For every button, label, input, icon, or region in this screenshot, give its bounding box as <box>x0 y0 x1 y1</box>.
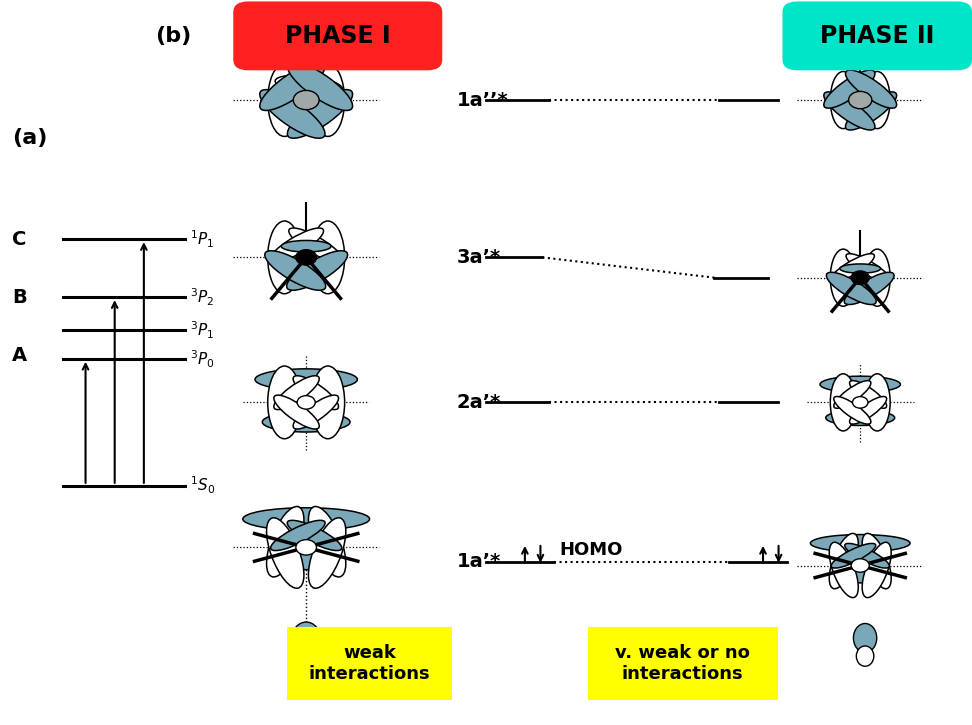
Circle shape <box>295 249 317 265</box>
Ellipse shape <box>824 92 875 130</box>
Ellipse shape <box>830 72 856 128</box>
Ellipse shape <box>829 542 858 597</box>
Ellipse shape <box>864 249 890 306</box>
Ellipse shape <box>826 273 876 304</box>
Ellipse shape <box>243 507 369 530</box>
Text: A: A <box>12 346 27 365</box>
Ellipse shape <box>266 507 304 577</box>
FancyBboxPatch shape <box>287 627 452 700</box>
Text: 3a’*: 3a’* <box>457 248 501 267</box>
Ellipse shape <box>281 241 331 252</box>
Text: $^1S_0$: $^1S_0$ <box>190 475 215 497</box>
Ellipse shape <box>269 228 324 263</box>
FancyBboxPatch shape <box>233 1 442 70</box>
Ellipse shape <box>255 369 358 390</box>
Text: 2a’*: 2a’* <box>457 393 502 412</box>
Ellipse shape <box>853 624 877 652</box>
Text: $^1P_1$: $^1P_1$ <box>190 228 214 250</box>
Circle shape <box>851 271 869 284</box>
Text: (b): (b) <box>155 25 191 46</box>
Ellipse shape <box>308 507 346 577</box>
Ellipse shape <box>830 374 856 431</box>
Text: C: C <box>13 230 26 249</box>
Text: $^3P_2$: $^3P_2$ <box>190 286 214 308</box>
Ellipse shape <box>834 381 871 408</box>
Ellipse shape <box>846 70 896 108</box>
Text: HOMO: HOMO <box>559 542 622 559</box>
Ellipse shape <box>260 62 325 110</box>
Ellipse shape <box>830 254 875 282</box>
Text: 1a’’*: 1a’’* <box>457 91 508 109</box>
Ellipse shape <box>274 395 319 429</box>
Ellipse shape <box>262 412 350 432</box>
Ellipse shape <box>267 366 301 439</box>
Text: PHASE II: PHASE II <box>819 23 934 48</box>
Ellipse shape <box>824 70 875 108</box>
Ellipse shape <box>829 534 858 589</box>
FancyBboxPatch shape <box>588 627 778 700</box>
Ellipse shape <box>864 374 890 431</box>
Ellipse shape <box>846 92 896 130</box>
Ellipse shape <box>264 251 326 290</box>
Ellipse shape <box>850 381 886 408</box>
Ellipse shape <box>288 90 353 138</box>
Text: v. weak or no
interactions: v. weak or no interactions <box>615 644 749 683</box>
Ellipse shape <box>274 553 338 570</box>
Ellipse shape <box>292 622 321 657</box>
Ellipse shape <box>267 64 301 136</box>
Ellipse shape <box>288 521 342 550</box>
Ellipse shape <box>311 221 345 294</box>
Text: B: B <box>12 288 27 307</box>
Ellipse shape <box>266 518 304 588</box>
Ellipse shape <box>267 221 301 294</box>
Text: $^3P_1$: $^3P_1$ <box>190 319 214 341</box>
Ellipse shape <box>834 397 871 424</box>
Ellipse shape <box>840 264 881 273</box>
Ellipse shape <box>287 251 348 290</box>
Ellipse shape <box>294 395 338 429</box>
Circle shape <box>297 396 315 409</box>
Ellipse shape <box>260 90 325 138</box>
Ellipse shape <box>294 376 338 410</box>
Ellipse shape <box>811 534 910 552</box>
Ellipse shape <box>288 62 353 110</box>
Ellipse shape <box>846 254 890 282</box>
Circle shape <box>295 539 317 555</box>
Ellipse shape <box>274 376 319 410</box>
Text: $^3P_0$: $^3P_0$ <box>190 348 214 370</box>
Ellipse shape <box>830 249 856 306</box>
Ellipse shape <box>845 273 894 304</box>
Ellipse shape <box>295 650 317 673</box>
Ellipse shape <box>862 534 891 589</box>
Text: 1a’*: 1a’* <box>457 552 502 571</box>
Ellipse shape <box>820 376 900 392</box>
Text: (a): (a) <box>12 128 47 148</box>
Ellipse shape <box>826 410 894 426</box>
Circle shape <box>849 91 872 109</box>
Ellipse shape <box>289 228 343 263</box>
FancyBboxPatch shape <box>782 1 972 70</box>
Ellipse shape <box>835 571 885 583</box>
Circle shape <box>851 559 869 572</box>
Ellipse shape <box>311 366 345 439</box>
Ellipse shape <box>864 72 890 128</box>
Text: PHASE I: PHASE I <box>286 23 391 48</box>
Ellipse shape <box>275 75 342 95</box>
Circle shape <box>852 397 868 408</box>
Ellipse shape <box>270 521 325 550</box>
Ellipse shape <box>850 397 886 424</box>
Ellipse shape <box>311 64 345 136</box>
Ellipse shape <box>308 518 346 588</box>
Ellipse shape <box>845 544 889 568</box>
Ellipse shape <box>862 542 891 597</box>
Text: weak
interactions: weak interactions <box>308 644 431 683</box>
Ellipse shape <box>831 544 876 568</box>
Ellipse shape <box>856 646 874 666</box>
Circle shape <box>294 91 319 109</box>
